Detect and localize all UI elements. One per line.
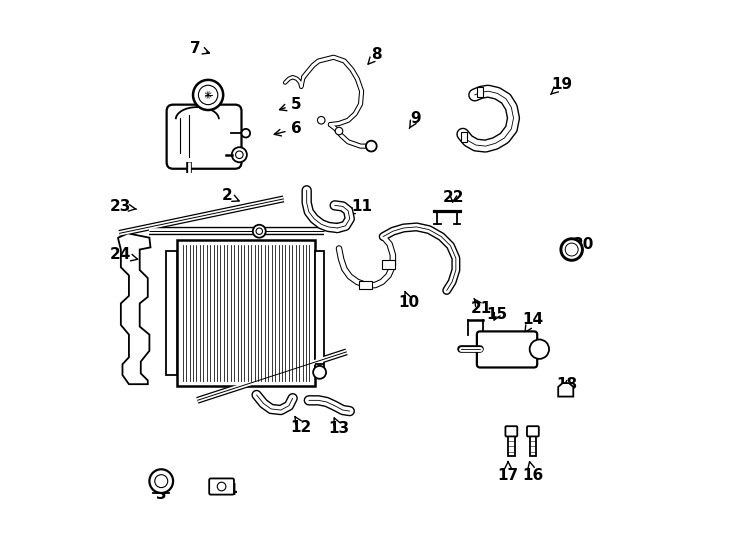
Circle shape bbox=[236, 151, 243, 159]
Text: 23: 23 bbox=[109, 199, 137, 214]
Circle shape bbox=[155, 475, 167, 488]
Circle shape bbox=[252, 225, 266, 238]
Bar bbox=[530, 434, 536, 456]
Circle shape bbox=[561, 239, 583, 260]
Circle shape bbox=[317, 117, 325, 124]
Text: 9: 9 bbox=[410, 111, 421, 129]
Text: 3: 3 bbox=[156, 482, 167, 502]
Text: 6: 6 bbox=[275, 122, 301, 137]
Bar bbox=[166, 251, 178, 375]
Circle shape bbox=[530, 340, 549, 359]
Circle shape bbox=[241, 129, 250, 138]
Text: 21: 21 bbox=[470, 299, 492, 316]
Text: 17: 17 bbox=[498, 462, 519, 483]
Circle shape bbox=[232, 147, 247, 163]
Text: 2: 2 bbox=[222, 188, 239, 203]
Text: 16: 16 bbox=[523, 462, 543, 483]
Text: 13: 13 bbox=[328, 418, 349, 436]
Text: 8: 8 bbox=[368, 47, 382, 64]
Text: 25: 25 bbox=[302, 346, 323, 361]
Bar bbox=[382, 260, 395, 269]
Polygon shape bbox=[118, 233, 150, 384]
Text: 19: 19 bbox=[550, 77, 573, 94]
Text: 14: 14 bbox=[523, 312, 543, 333]
Text: 7: 7 bbox=[190, 40, 209, 56]
Circle shape bbox=[193, 80, 223, 110]
Text: 20: 20 bbox=[570, 237, 595, 252]
Text: 12: 12 bbox=[291, 416, 312, 435]
Bar bbox=[508, 434, 515, 456]
Circle shape bbox=[256, 228, 263, 234]
Circle shape bbox=[217, 482, 226, 491]
Text: 24: 24 bbox=[109, 247, 138, 262]
FancyBboxPatch shape bbox=[167, 105, 241, 168]
Bar bbox=[461, 132, 467, 142]
Text: 4: 4 bbox=[222, 483, 236, 498]
Text: 5: 5 bbox=[280, 97, 301, 112]
Circle shape bbox=[150, 469, 173, 493]
Bar bbox=[360, 281, 372, 289]
FancyBboxPatch shape bbox=[477, 332, 537, 368]
Text: 18: 18 bbox=[557, 377, 578, 392]
Text: 1: 1 bbox=[297, 281, 317, 296]
Circle shape bbox=[366, 141, 377, 152]
Polygon shape bbox=[558, 383, 573, 396]
Text: 22: 22 bbox=[443, 190, 464, 205]
FancyBboxPatch shape bbox=[209, 478, 234, 495]
Circle shape bbox=[335, 127, 343, 135]
Bar bbox=[477, 87, 483, 97]
Circle shape bbox=[565, 243, 578, 256]
Bar bbox=[178, 240, 315, 386]
FancyBboxPatch shape bbox=[506, 426, 517, 436]
FancyBboxPatch shape bbox=[527, 426, 539, 436]
Text: 11: 11 bbox=[348, 199, 372, 214]
Bar bbox=[315, 251, 324, 375]
Text: 15: 15 bbox=[487, 307, 508, 322]
Circle shape bbox=[198, 85, 218, 105]
Text: 10: 10 bbox=[399, 292, 420, 310]
Circle shape bbox=[313, 366, 326, 379]
